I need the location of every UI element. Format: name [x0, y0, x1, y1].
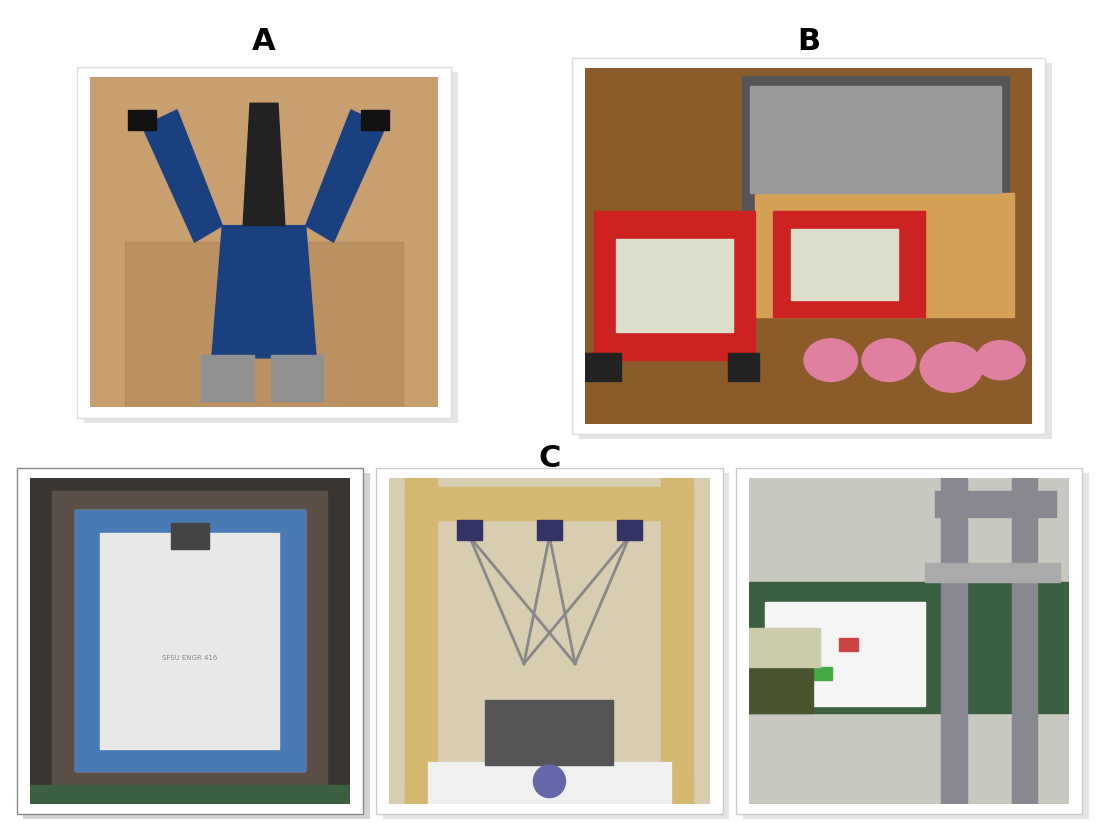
- Bar: [838, 638, 858, 650]
- Polygon shape: [306, 110, 386, 242]
- Bar: [30, 785, 350, 804]
- Bar: [773, 210, 925, 317]
- Bar: [616, 239, 733, 331]
- Bar: [749, 667, 813, 713]
- Polygon shape: [212, 225, 316, 358]
- Text: A: A: [252, 27, 276, 56]
- Bar: [52, 491, 328, 791]
- Polygon shape: [142, 110, 222, 242]
- Bar: [755, 193, 1014, 317]
- Bar: [100, 533, 279, 749]
- Circle shape: [920, 342, 982, 392]
- Bar: [361, 110, 389, 129]
- Bar: [791, 229, 898, 300]
- Bar: [170, 524, 209, 549]
- Text: B: B: [796, 27, 821, 56]
- Bar: [749, 582, 1069, 713]
- Bar: [617, 520, 642, 539]
- Text: C: C: [539, 444, 561, 473]
- Bar: [428, 762, 671, 804]
- FancyBboxPatch shape: [383, 473, 729, 819]
- Bar: [1012, 478, 1037, 804]
- Polygon shape: [741, 76, 1010, 229]
- Bar: [750, 86, 1001, 193]
- Bar: [766, 602, 925, 706]
- Circle shape: [804, 339, 858, 382]
- Bar: [456, 520, 482, 539]
- Bar: [406, 488, 693, 520]
- Polygon shape: [243, 104, 285, 225]
- Bar: [271, 355, 323, 401]
- FancyBboxPatch shape: [579, 63, 1052, 439]
- Bar: [594, 210, 755, 360]
- FancyBboxPatch shape: [84, 72, 458, 423]
- Bar: [935, 491, 1056, 517]
- Bar: [201, 355, 254, 401]
- Text: SFSU ENGR 416: SFSU ENGR 416: [162, 655, 218, 661]
- FancyBboxPatch shape: [77, 67, 451, 418]
- Bar: [661, 478, 693, 804]
- Bar: [75, 510, 305, 772]
- FancyBboxPatch shape: [16, 468, 363, 814]
- FancyBboxPatch shape: [736, 468, 1082, 814]
- FancyBboxPatch shape: [742, 473, 1089, 819]
- Bar: [406, 778, 693, 804]
- Bar: [942, 478, 967, 804]
- Circle shape: [862, 339, 915, 382]
- Bar: [585, 353, 620, 382]
- Bar: [75, 510, 305, 772]
- FancyBboxPatch shape: [376, 468, 723, 814]
- Bar: [813, 667, 833, 680]
- Bar: [406, 478, 438, 804]
- FancyBboxPatch shape: [23, 473, 370, 819]
- Bar: [749, 628, 820, 667]
- Circle shape: [534, 765, 565, 797]
- Bar: [728, 353, 759, 382]
- Bar: [125, 242, 403, 407]
- Bar: [925, 563, 1059, 582]
- FancyBboxPatch shape: [572, 58, 1045, 434]
- Bar: [129, 110, 156, 129]
- Bar: [485, 700, 614, 765]
- Bar: [537, 520, 562, 539]
- Circle shape: [976, 341, 1025, 380]
